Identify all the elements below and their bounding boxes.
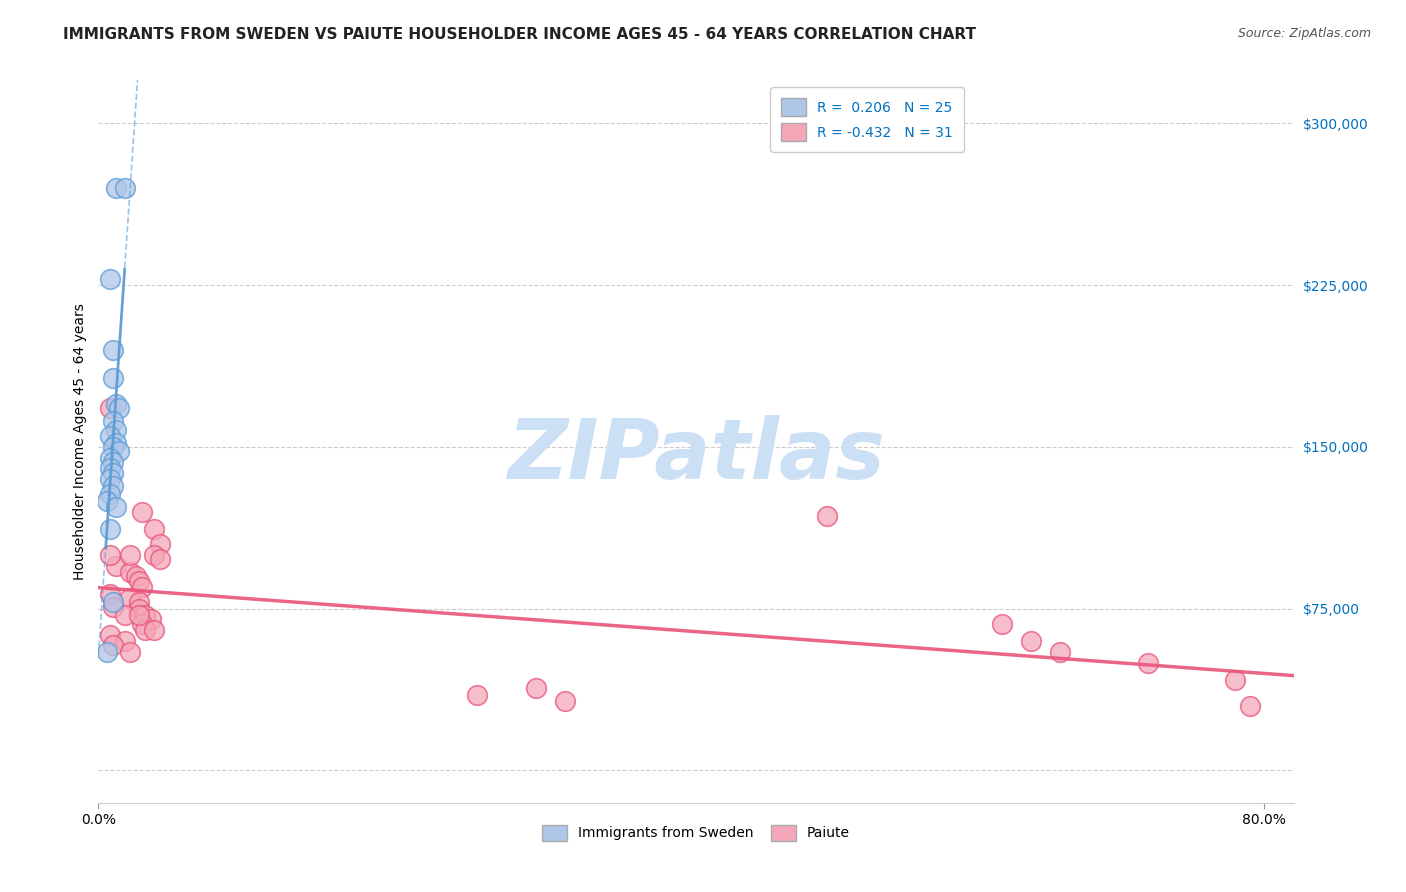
Point bbox=[104, 500, 127, 515]
Point bbox=[128, 595, 150, 609]
Point bbox=[1225, 673, 1247, 687]
Point bbox=[1049, 645, 1071, 659]
Point bbox=[98, 548, 121, 562]
Point bbox=[101, 479, 124, 493]
Point bbox=[98, 271, 121, 285]
Point bbox=[149, 537, 172, 551]
Text: IMMIGRANTS FROM SWEDEN VS PAIUTE HOUSEHOLDER INCOME AGES 45 - 64 YEARS CORRELATI: IMMIGRANTS FROM SWEDEN VS PAIUTE HOUSEHO… bbox=[63, 27, 976, 42]
Point bbox=[134, 608, 156, 623]
Point bbox=[139, 612, 162, 626]
Point bbox=[96, 645, 118, 659]
Point bbox=[101, 440, 124, 454]
Point bbox=[120, 591, 142, 605]
Point bbox=[815, 508, 838, 523]
Point bbox=[467, 688, 489, 702]
Point bbox=[96, 493, 118, 508]
Point bbox=[104, 397, 127, 411]
Point bbox=[131, 616, 153, 631]
Point bbox=[98, 429, 121, 443]
Text: Source: ZipAtlas.com: Source: ZipAtlas.com bbox=[1237, 27, 1371, 40]
Point bbox=[101, 414, 124, 428]
Point bbox=[101, 638, 124, 652]
Point bbox=[101, 343, 124, 357]
Point bbox=[98, 450, 121, 465]
Legend: Immigrants from Sweden, Paiute: Immigrants from Sweden, Paiute bbox=[537, 819, 855, 847]
Point bbox=[98, 522, 121, 536]
Point bbox=[1136, 656, 1159, 670]
Point bbox=[101, 455, 124, 469]
Point bbox=[125, 569, 148, 583]
Text: ZIPatlas: ZIPatlas bbox=[508, 416, 884, 497]
Point bbox=[108, 444, 131, 458]
Point bbox=[142, 624, 165, 638]
Point bbox=[131, 505, 153, 519]
Point bbox=[128, 601, 150, 615]
Point bbox=[98, 627, 121, 641]
Point bbox=[98, 487, 121, 501]
Point bbox=[142, 522, 165, 536]
Point bbox=[131, 580, 153, 594]
Point bbox=[98, 586, 121, 600]
Point bbox=[142, 548, 165, 562]
Point bbox=[101, 595, 124, 609]
Y-axis label: Householder Income Ages 45 - 64 years: Householder Income Ages 45 - 64 years bbox=[73, 303, 87, 580]
Point bbox=[104, 558, 127, 573]
Point bbox=[114, 608, 136, 623]
Point bbox=[1019, 634, 1042, 648]
Point bbox=[128, 574, 150, 588]
Point bbox=[149, 552, 172, 566]
Point bbox=[114, 634, 136, 648]
Point bbox=[101, 371, 124, 385]
Point bbox=[98, 401, 121, 416]
Point bbox=[991, 616, 1014, 631]
Point bbox=[104, 435, 127, 450]
Point bbox=[98, 472, 121, 486]
Point bbox=[101, 466, 124, 480]
Point bbox=[554, 694, 576, 708]
Point bbox=[128, 608, 150, 623]
Point bbox=[120, 645, 142, 659]
Point bbox=[134, 624, 156, 638]
Point bbox=[101, 599, 124, 614]
Point bbox=[120, 565, 142, 579]
Point bbox=[104, 423, 127, 437]
Point bbox=[1239, 698, 1261, 713]
Point bbox=[120, 548, 142, 562]
Point bbox=[524, 681, 547, 696]
Point bbox=[114, 181, 136, 195]
Point bbox=[98, 461, 121, 475]
Point bbox=[104, 181, 127, 195]
Point bbox=[108, 401, 131, 416]
